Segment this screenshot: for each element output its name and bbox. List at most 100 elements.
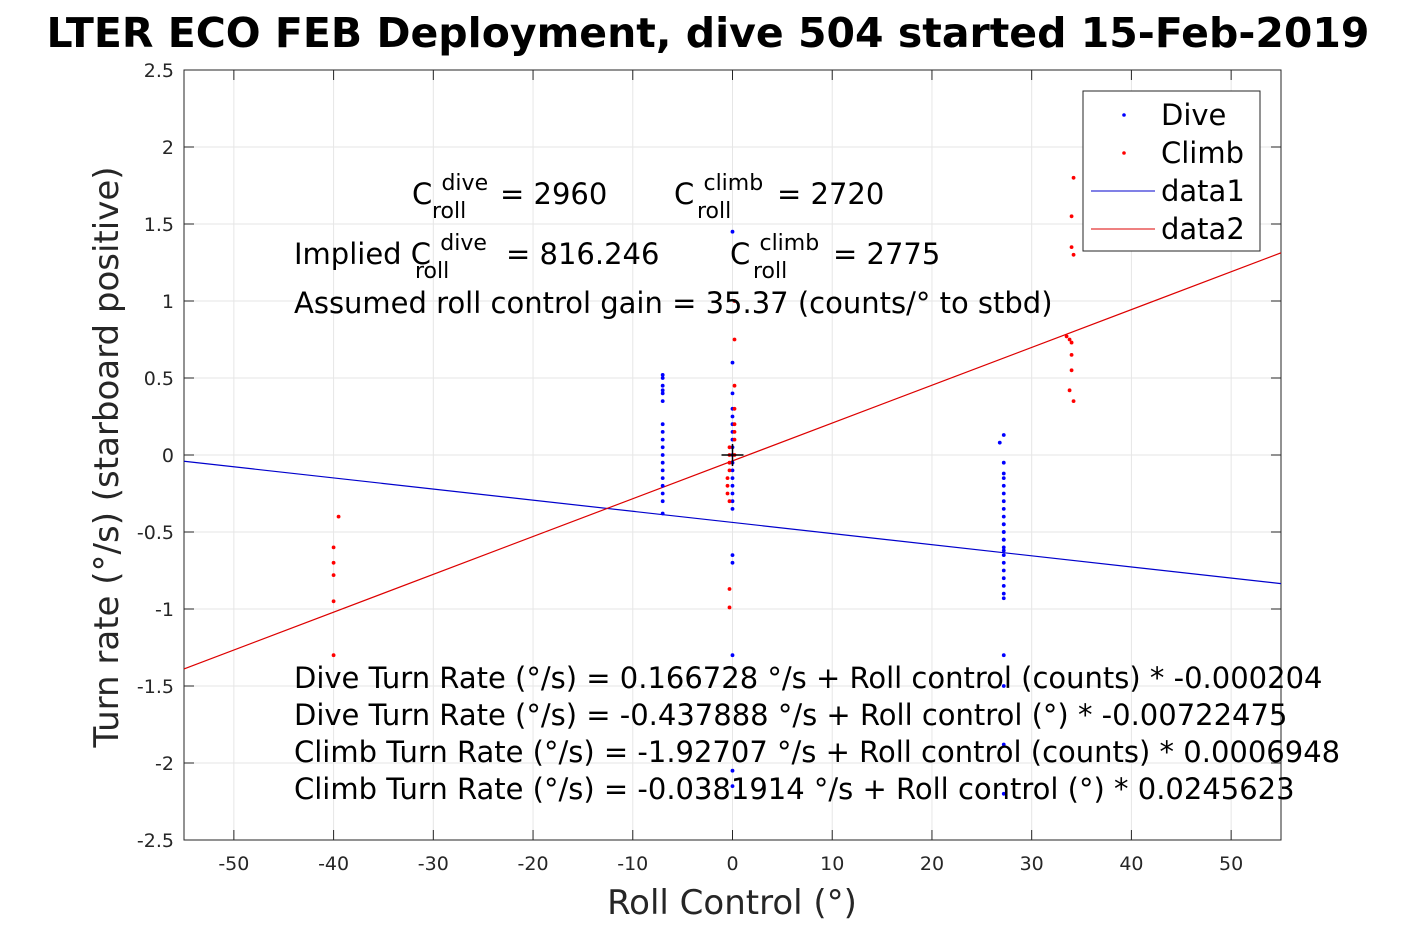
implied-sub: roll: [415, 259, 449, 284]
x-tick-label: -30: [418, 853, 449, 875]
point-dive: [730, 229, 735, 234]
point-climb: [727, 605, 732, 610]
gain-annotation: Assumed roll control gain = 35.37 (count…: [294, 286, 1053, 320]
implied-climb-prefix: C: [730, 237, 750, 271]
point-dive: [730, 768, 735, 773]
point-climb: [727, 468, 732, 473]
point-climb: [1071, 399, 1076, 403]
point-dive: [1001, 791, 1006, 796]
point-dive: [660, 483, 665, 488]
point-climb: [1069, 214, 1074, 219]
center-marker: [721, 444, 744, 466]
point-dive: [1001, 483, 1006, 488]
point-dive: [1001, 507, 1006, 511]
axis-ticks: -50 -40 -30 -20 -10 0 10 20 30 40 50 2.5 2 1.5 1 0.5 0 -0…: [137, 60, 1281, 875]
point-dive: [660, 453, 665, 457]
point-dive: [730, 507, 735, 511]
x-tick-label: 0: [726, 853, 738, 875]
y-tick-label: 1.5: [144, 214, 174, 236]
point-dive: [660, 376, 665, 380]
point-climb: [727, 445, 732, 450]
point-climb: [336, 514, 341, 519]
point-dive: [1001, 568, 1006, 573]
point-climb: [1071, 175, 1076, 180]
point-climb: [732, 430, 737, 434]
point-dive: [660, 511, 665, 516]
point-dive: [730, 784, 735, 788]
point-dive: [660, 388, 665, 393]
implied-annotation: Implied C dive: [294, 231, 487, 271]
point-climb: [725, 483, 730, 488]
point-climb: [1069, 353, 1074, 357]
c-dive-value: = 2960: [500, 177, 607, 211]
point-climb: [732, 406, 737, 411]
point-dive: [660, 383, 665, 388]
y-tick-label: -2.5: [137, 830, 174, 852]
point-dive: [997, 440, 1002, 445]
point-dive: [730, 476, 735, 480]
point-dive: [730, 391, 735, 396]
legend-label-data2: data2: [1161, 212, 1245, 246]
point-dive: [1001, 584, 1006, 588]
point-climb: [331, 573, 336, 578]
x-axis-label: Roll Control (°): [607, 883, 857, 923]
point-dive: [1001, 499, 1006, 504]
point-climb: [725, 476, 730, 480]
point-dive: [1001, 560, 1006, 565]
point-climb: [331, 599, 336, 604]
y-tick-label: 1: [162, 291, 174, 313]
point-dive: [1001, 491, 1006, 496]
point-climb: [727, 460, 732, 465]
legend-box: [1082, 90, 1261, 252]
legend-label-dive: Dive: [1161, 98, 1226, 132]
point-dive: [1001, 522, 1006, 527]
data-points: [331, 175, 1076, 796]
point-climb: [1069, 340, 1074, 345]
point-climb: [727, 499, 732, 504]
point-dive: [730, 499, 735, 504]
point-dive: [730, 653, 735, 658]
implied-climb-sup: climb: [759, 231, 819, 256]
x-tick-label: -10: [617, 853, 648, 875]
fit-equation-2: Dive Turn Rate (°/s) = -0.437888 °/s + R…: [294, 698, 1287, 732]
point-climb: [732, 422, 737, 427]
point-dive: [1001, 548, 1006, 553]
c-dive-sub: roll: [432, 199, 466, 224]
point-climb: [727, 587, 732, 591]
x-tick-label: -20: [518, 853, 549, 875]
c-dive-prefix: C: [412, 177, 432, 211]
point-climb: [725, 491, 730, 496]
c-climb-annotation: C climb: [674, 171, 763, 211]
point-climb: [1071, 252, 1076, 257]
y-tick-label: -1: [155, 599, 174, 621]
legend-label-climb: Climb: [1161, 136, 1244, 170]
point-dive: [730, 560, 735, 565]
x-tick-label: -40: [318, 853, 349, 875]
y-tick-label: 2.5: [144, 60, 174, 82]
point-dive: [730, 468, 735, 473]
point-climb: [732, 299, 737, 303]
point-dive: [1001, 545, 1006, 550]
implied-climb-value: = 2775: [833, 237, 940, 271]
x-tick-label: 20: [920, 853, 944, 875]
point-dive: [1001, 742, 1006, 747]
x-tick-label: 10: [820, 853, 844, 875]
point-dive: [1001, 653, 1006, 658]
c-climb-value: = 2720: [777, 177, 884, 211]
point-dive: [660, 373, 665, 377]
implied-climb-annotation: C climb: [730, 231, 819, 271]
point-dive: [1001, 476, 1006, 480]
implied-climb-sub: roll: [753, 259, 787, 284]
y-tick-label: 0.5: [144, 368, 174, 390]
y-tick-label: -0.5: [137, 522, 174, 544]
c-climb-prefix: C: [674, 177, 694, 211]
c-dive-annotation: C dive: [412, 171, 488, 211]
point-dive: [1001, 591, 1006, 596]
point-climb: [331, 545, 336, 550]
point-dive: [1001, 514, 1006, 519]
point-dive: [1001, 596, 1006, 601]
annotations: C dive roll = 2960 C climb roll = 2720 I…: [294, 171, 1340, 806]
fit-equation-1: Dive Turn Rate (°/s) = 0.166728 °/s + Ro…: [294, 661, 1322, 695]
point-climb: [1069, 368, 1074, 373]
